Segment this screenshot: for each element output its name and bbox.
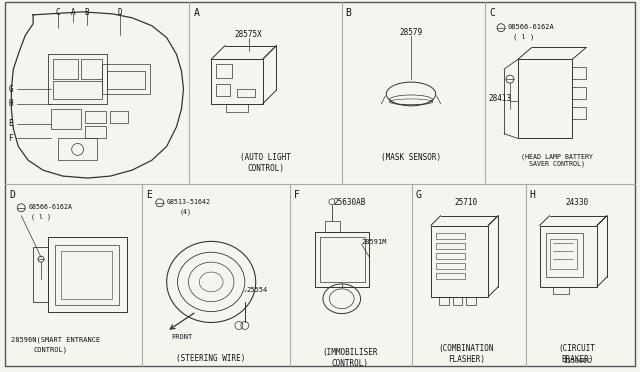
Text: 28596N(SMART ENTRANCE: 28596N(SMART ENTRANCE xyxy=(12,336,100,343)
Text: A: A xyxy=(193,8,199,18)
Bar xyxy=(48,54,108,104)
Text: (HEAD LAMP BATTERY
SAVER CONTROL): (HEAD LAMP BATTERY SAVER CONTROL) xyxy=(522,153,593,167)
Bar xyxy=(102,64,150,94)
Bar xyxy=(436,273,465,279)
Bar xyxy=(81,60,102,79)
Bar xyxy=(315,232,369,287)
Bar xyxy=(554,287,570,294)
Text: B: B xyxy=(84,8,89,17)
Text: (CIRCUIT
BRAKER): (CIRCUIT BRAKER) xyxy=(559,344,596,364)
Text: C: C xyxy=(489,8,495,18)
Bar xyxy=(436,263,465,269)
Text: B: B xyxy=(346,8,351,18)
Bar xyxy=(572,67,586,79)
Text: 28413: 28413 xyxy=(488,94,511,103)
Text: 08513-51642: 08513-51642 xyxy=(166,199,211,205)
Bar xyxy=(436,243,465,249)
Bar xyxy=(572,107,586,119)
Text: (MASK SENSOR): (MASK SENSOR) xyxy=(381,153,441,162)
Bar xyxy=(61,251,112,299)
Text: CONTROL): CONTROL) xyxy=(33,346,67,353)
Bar xyxy=(84,126,106,138)
Bar xyxy=(53,81,102,99)
Bar xyxy=(226,104,248,112)
Bar xyxy=(550,240,577,269)
Bar xyxy=(84,111,106,123)
Text: H: H xyxy=(8,99,13,108)
Text: 25554: 25554 xyxy=(247,287,268,293)
Text: (4): (4) xyxy=(180,209,191,215)
Bar xyxy=(518,60,572,138)
Text: (COMBINATION
FLASHER): (COMBINATION FLASHER) xyxy=(438,344,494,364)
Text: 24330: 24330 xyxy=(566,198,589,207)
Text: F: F xyxy=(294,190,300,200)
Text: ( l ): ( l ) xyxy=(513,33,534,40)
Text: C: C xyxy=(56,8,60,17)
Bar xyxy=(436,234,465,240)
Text: 28591M: 28591M xyxy=(362,239,387,246)
Text: 08566-6162A: 08566-6162A xyxy=(508,24,555,30)
Bar xyxy=(452,297,463,305)
Bar xyxy=(431,225,488,297)
Text: FRONT: FRONT xyxy=(172,334,193,340)
Text: 28579: 28579 xyxy=(399,28,422,37)
Bar xyxy=(211,60,262,104)
Bar xyxy=(216,64,232,78)
Text: J25300C: J25300C xyxy=(563,358,591,364)
Bar xyxy=(540,225,597,287)
Bar xyxy=(320,237,365,282)
Text: D: D xyxy=(10,190,15,200)
Bar xyxy=(545,234,583,277)
Text: 08566-6162A: 08566-6162A xyxy=(28,204,72,210)
Text: (AUTO LIGHT
CONTROL): (AUTO LIGHT CONTROL) xyxy=(240,153,291,173)
Bar xyxy=(51,109,81,129)
Bar xyxy=(237,89,255,97)
Bar xyxy=(572,87,586,99)
Bar xyxy=(110,111,128,123)
Text: D: D xyxy=(118,8,122,17)
Text: E: E xyxy=(8,119,13,128)
Bar xyxy=(48,237,127,312)
Text: 25710: 25710 xyxy=(455,198,478,207)
Text: (IMMOBILISER
CONTROL): (IMMOBILISER CONTROL) xyxy=(322,348,378,368)
Text: F: F xyxy=(8,134,13,143)
Bar xyxy=(467,297,476,305)
Text: 28575X: 28575X xyxy=(235,30,262,39)
Bar xyxy=(438,297,449,305)
Bar xyxy=(58,138,97,160)
Bar xyxy=(436,253,465,259)
Text: 25630AB: 25630AB xyxy=(333,198,366,207)
Bar xyxy=(325,221,340,232)
Text: E: E xyxy=(146,190,152,200)
Bar xyxy=(108,71,145,89)
Text: ( l ): ( l ) xyxy=(31,214,51,220)
Bar xyxy=(216,84,230,96)
Text: G: G xyxy=(8,84,13,93)
Bar xyxy=(55,245,119,305)
Text: G: G xyxy=(416,190,422,200)
Bar xyxy=(33,247,48,302)
Text: H: H xyxy=(530,190,536,200)
Bar xyxy=(53,60,77,79)
Text: (STEERING WIRE): (STEERING WIRE) xyxy=(177,354,246,363)
Text: A: A xyxy=(70,8,75,17)
